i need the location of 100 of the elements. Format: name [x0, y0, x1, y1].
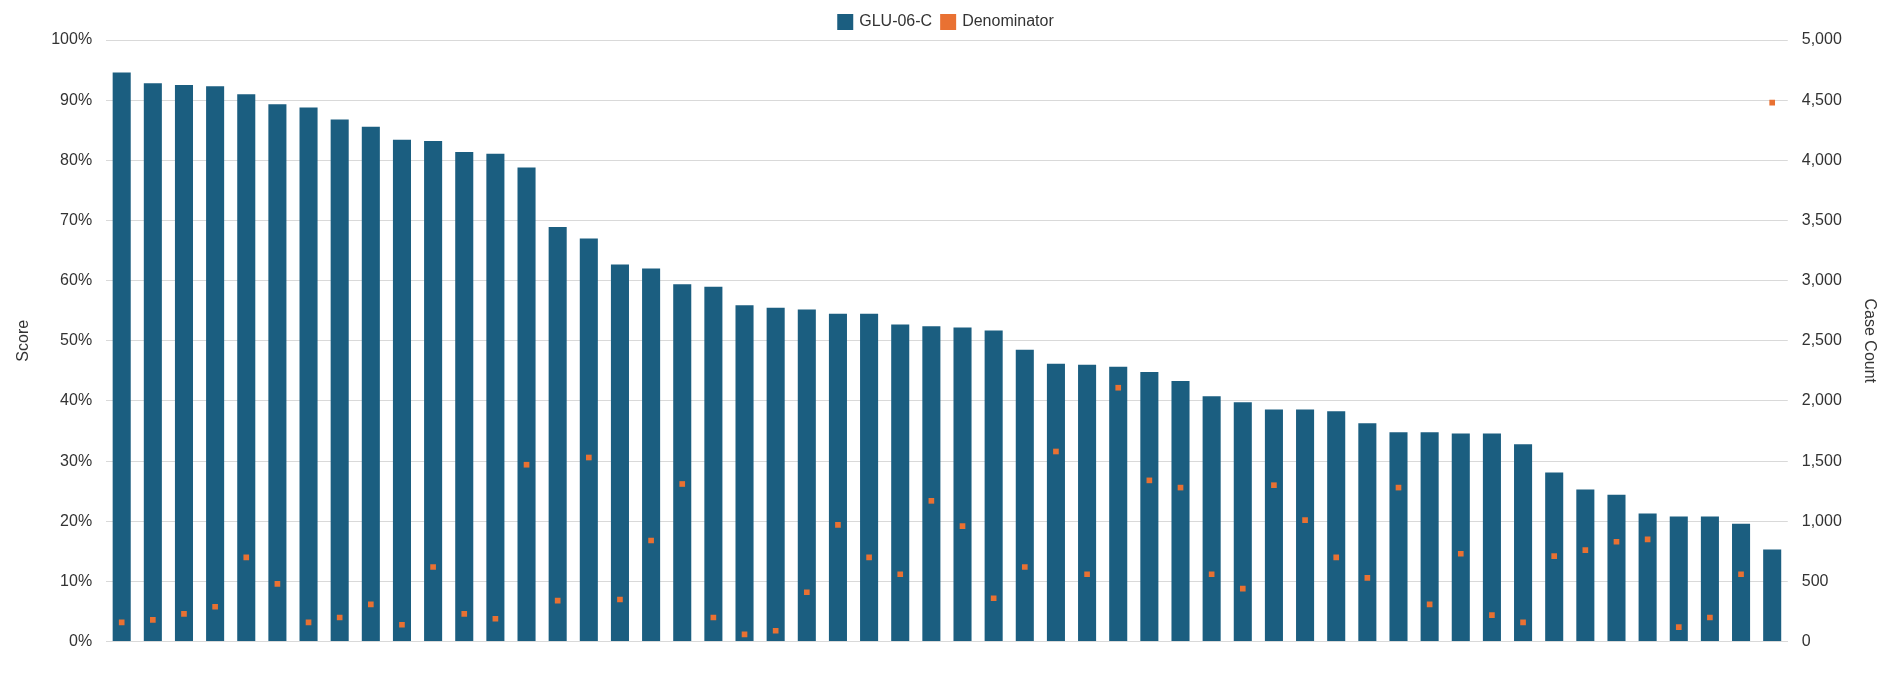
bar	[174, 85, 194, 642]
bar	[486, 153, 505, 642]
y-tick-label: 40%	[60, 391, 93, 409]
bar	[642, 268, 661, 642]
bar	[860, 313, 879, 642]
bar	[891, 324, 910, 642]
point	[1053, 448, 1059, 455]
bar	[1389, 432, 1408, 642]
bar	[361, 126, 380, 642]
point	[1738, 571, 1744, 578]
y-tick-label: 100%	[51, 30, 93, 48]
y2-tick-label: 4,500	[1801, 90, 1842, 108]
point	[181, 611, 187, 617]
bar	[1109, 366, 1128, 642]
bar	[1669, 516, 1688, 642]
point	[1239, 585, 1246, 592]
point	[1613, 538, 1620, 545]
bar	[424, 141, 443, 642]
point	[1457, 550, 1464, 557]
bar	[268, 104, 287, 642]
point	[150, 617, 156, 623]
point	[212, 603, 218, 610]
bar	[1202, 396, 1221, 642]
y2-tick-label: 500	[1801, 571, 1829, 589]
point	[461, 611, 468, 617]
point	[897, 571, 904, 578]
y2-tick-label: 3,500	[1801, 210, 1842, 228]
point	[1115, 384, 1122, 391]
point	[679, 481, 686, 487]
point	[368, 601, 374, 608]
point	[430, 564, 436, 570]
bar	[673, 284, 692, 642]
bar	[953, 327, 972, 642]
bar	[1140, 372, 1159, 642]
y-tick-label: 70%	[60, 210, 93, 228]
bar	[1420, 432, 1439, 642]
point	[1520, 619, 1526, 626]
bar	[1046, 363, 1065, 642]
bar	[112, 72, 131, 642]
bar	[1514, 444, 1533, 642]
bar	[797, 309, 816, 642]
bar	[1327, 411, 1346, 642]
y-tick-label: 80%	[60, 150, 93, 168]
bar	[922, 326, 941, 642]
bar	[392, 139, 411, 642]
bar	[1576, 489, 1595, 642]
bar	[1015, 349, 1034, 642]
bar	[1296, 409, 1315, 642]
bar	[579, 238, 598, 642]
y-tick-label: 10%	[60, 571, 93, 589]
bar	[330, 119, 349, 642]
legend-label: Denominator	[962, 12, 1055, 30]
point	[617, 596, 623, 603]
bar	[610, 264, 629, 642]
bar	[548, 227, 567, 642]
point	[1707, 614, 1713, 621]
point	[274, 581, 281, 587]
point	[1551, 553, 1558, 559]
bar	[1358, 423, 1377, 642]
y-tick-label: 50%	[60, 331, 93, 349]
bar	[299, 107, 318, 642]
bar	[1078, 364, 1097, 642]
bar	[1763, 549, 1782, 642]
point	[243, 554, 250, 561]
bar	[1482, 433, 1501, 642]
point	[523, 461, 530, 468]
point	[959, 523, 966, 529]
bar	[143, 83, 162, 642]
y2-tick-label: 0	[1801, 632, 1811, 650]
bar	[1451, 433, 1470, 642]
bar	[1264, 409, 1283, 642]
point	[1302, 517, 1308, 523]
point	[585, 454, 592, 461]
bar	[1732, 523, 1751, 642]
point	[1675, 624, 1682, 630]
y-tick-label: 90%	[60, 90, 93, 108]
point	[835, 522, 841, 528]
bar	[704, 286, 723, 642]
point	[1364, 575, 1371, 581]
point	[772, 627, 779, 634]
y-tick-label: 20%	[60, 511, 93, 529]
point	[1333, 554, 1340, 561]
bar	[766, 307, 785, 642]
point	[1208, 571, 1215, 578]
bar	[237, 94, 256, 642]
point	[399, 621, 405, 628]
point	[1582, 547, 1589, 553]
bar	[984, 330, 1003, 642]
bar	[1545, 472, 1564, 642]
bar	[206, 86, 225, 642]
point	[118, 619, 125, 626]
y2-tick-label: 1,000	[1801, 511, 1842, 529]
point	[554, 597, 561, 604]
y-tick-label: 60%	[60, 271, 93, 289]
point	[1426, 601, 1433, 608]
bar	[1607, 494, 1626, 642]
bar	[735, 305, 754, 642]
point	[1489, 612, 1495, 618]
y-axis-title: Score	[14, 319, 32, 362]
point	[990, 595, 997, 602]
